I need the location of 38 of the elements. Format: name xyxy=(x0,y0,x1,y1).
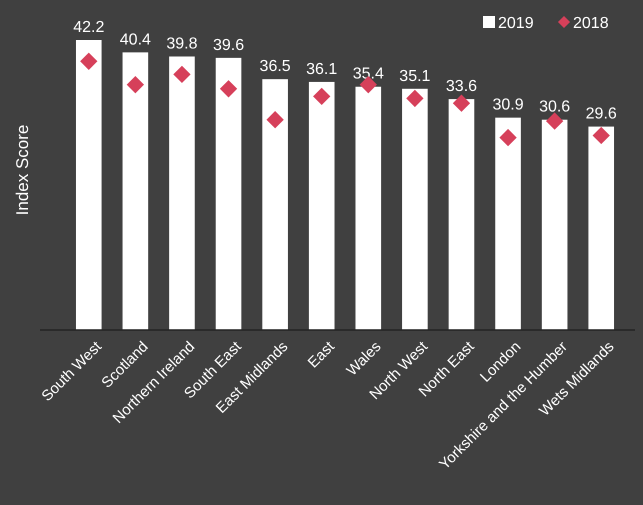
point xyxy=(592,126,610,144)
bar xyxy=(402,88,428,330)
point xyxy=(80,52,98,70)
data-label: 36.1 xyxy=(306,60,338,78)
data-label: 39.6 xyxy=(212,36,244,54)
legend-label: 2019 xyxy=(498,15,534,32)
data-label: 42.2 xyxy=(73,19,104,36)
bar xyxy=(262,79,288,330)
data-label: 35.1 xyxy=(399,68,431,85)
bar xyxy=(216,58,242,330)
legend-label: 2018 xyxy=(573,15,609,32)
data-label: 29.6 xyxy=(586,106,617,123)
point xyxy=(220,80,238,98)
point xyxy=(173,66,191,84)
data-label: 30.9 xyxy=(492,96,524,114)
point xyxy=(266,111,284,128)
bar xyxy=(495,118,521,330)
y-axis-title: Index Score xyxy=(13,124,32,216)
point xyxy=(499,128,517,146)
bar xyxy=(122,52,148,330)
data-label: 35.4 xyxy=(352,66,384,83)
bar xyxy=(308,82,335,330)
data-label: 30.6 xyxy=(539,98,570,116)
point xyxy=(313,88,330,106)
bar xyxy=(542,120,568,330)
point xyxy=(126,76,144,94)
data-label: 40.4 xyxy=(120,31,152,48)
data-label: 36.5 xyxy=(260,58,291,76)
bar xyxy=(448,99,474,330)
point xyxy=(546,112,564,130)
point xyxy=(452,94,470,112)
bar xyxy=(169,56,195,330)
bar xyxy=(76,40,102,330)
data-label: 33.6 xyxy=(446,78,478,96)
data-label: 39.8 xyxy=(166,35,198,52)
point xyxy=(406,90,424,108)
bar xyxy=(588,126,614,330)
bar xyxy=(355,86,382,330)
